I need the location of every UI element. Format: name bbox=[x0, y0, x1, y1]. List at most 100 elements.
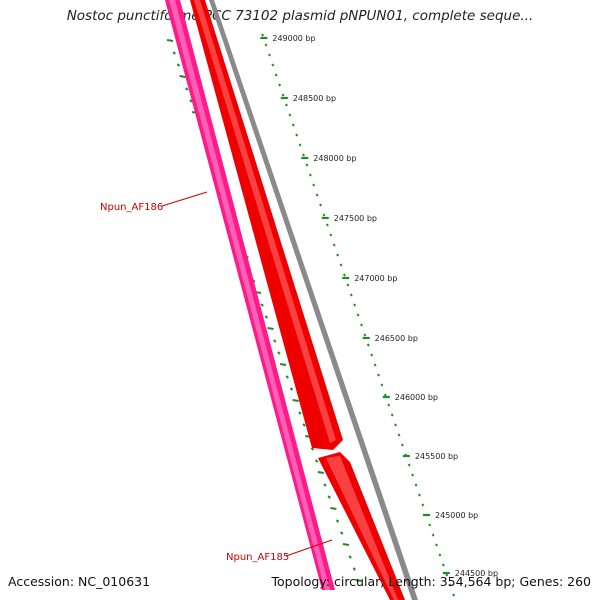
inner-tick bbox=[260, 303, 264, 307]
scale-tick bbox=[438, 553, 442, 557]
scale-tick bbox=[441, 563, 445, 567]
scale-tick bbox=[295, 133, 299, 137]
scale-tick bbox=[353, 303, 357, 307]
scale-label: 248500 bp bbox=[293, 94, 336, 103]
reverse-strand-highlight bbox=[169, 0, 330, 590]
scale-tick bbox=[312, 183, 316, 187]
scale-tick bbox=[302, 153, 305, 157]
scale-label: 245500 bp bbox=[415, 452, 458, 461]
scale-tick bbox=[315, 193, 319, 197]
scale-tick bbox=[435, 543, 438, 547]
scale-tick bbox=[421, 503, 425, 507]
scale-tick bbox=[322, 213, 326, 217]
inner-tick bbox=[273, 339, 277, 343]
inner-tick bbox=[298, 411, 302, 415]
scale-tick bbox=[356, 313, 360, 317]
scale-tick bbox=[305, 163, 309, 167]
inner-tick bbox=[172, 51, 176, 55]
scale-label: 247500 bp bbox=[334, 214, 377, 223]
inner-tick bbox=[310, 447, 315, 451]
scale-tick bbox=[281, 93, 285, 97]
inner-tick bbox=[279, 363, 287, 366]
scale-tick bbox=[387, 403, 391, 407]
inner-tick bbox=[342, 543, 350, 546]
accession-text: Accession: NC_010631 bbox=[8, 574, 151, 589]
inner-tick bbox=[277, 351, 281, 355]
scale-tick bbox=[319, 203, 323, 207]
scale-tick bbox=[288, 113, 292, 117]
inner-tick bbox=[166, 39, 174, 42]
scale-tick bbox=[390, 413, 394, 417]
gene-label-npun-af185[interactable]: Npun_AF185 bbox=[226, 552, 289, 563]
scale-tick bbox=[346, 283, 350, 287]
scale-tick bbox=[445, 573, 449, 577]
topology-text: Topology: circular; Length: 354,564 bp; … bbox=[271, 574, 592, 589]
scale-tick bbox=[274, 73, 278, 77]
backbone-line bbox=[209, 0, 418, 600]
scale-tick bbox=[417, 493, 421, 497]
inner-tick bbox=[323, 483, 327, 487]
scale-tick bbox=[400, 443, 404, 447]
scale-tick bbox=[363, 333, 367, 337]
scale-tick bbox=[377, 373, 380, 377]
scale-tick bbox=[448, 583, 452, 587]
scale-tick bbox=[291, 123, 295, 127]
inner-tick bbox=[189, 99, 193, 103]
scale-tick bbox=[428, 523, 432, 527]
scale-tick bbox=[383, 393, 387, 397]
inner-tick bbox=[289, 387, 294, 391]
scale-tick bbox=[366, 343, 370, 347]
gene-labels: Npun_AF186 Npun_AF185 bbox=[100, 191, 333, 563]
inner-tick bbox=[185, 87, 189, 91]
scale-label: 249000 bp bbox=[272, 34, 315, 43]
scale-tick bbox=[264, 43, 268, 47]
inner-tick bbox=[335, 519, 340, 523]
scale-label: 246000 bp bbox=[395, 393, 438, 402]
scale-label: 245000 bp bbox=[435, 511, 478, 520]
scale-label: 244500 bp bbox=[455, 569, 498, 578]
gene-npun-af186-highlight bbox=[194, 0, 336, 443]
scale-tick bbox=[411, 473, 415, 477]
scale-tick bbox=[397, 433, 401, 437]
scale-tick bbox=[278, 83, 282, 87]
inner-tick bbox=[285, 375, 290, 379]
scale-tick bbox=[332, 243, 336, 247]
inner-tick bbox=[348, 555, 352, 559]
inner-tick bbox=[264, 315, 269, 319]
scale-tick bbox=[414, 483, 418, 487]
inner-tick bbox=[340, 531, 344, 535]
inner-tick bbox=[317, 471, 324, 474]
inner-tick bbox=[314, 459, 319, 463]
inner-tick bbox=[355, 579, 362, 582]
scale-tick bbox=[452, 593, 456, 597]
scale-tick bbox=[373, 363, 377, 367]
scale-label: 246500 bp bbox=[375, 334, 418, 343]
scale-tick bbox=[339, 263, 343, 267]
gene-label-npun-af186[interactable]: Npun_AF186 bbox=[100, 202, 163, 213]
inner-tick-track bbox=[166, 39, 362, 582]
inner-tick bbox=[179, 75, 186, 78]
scale-tick bbox=[261, 33, 265, 37]
scale-tick bbox=[308, 173, 312, 177]
inner-tick bbox=[267, 327, 274, 330]
scale-tick bbox=[329, 233, 333, 237]
scale-tick bbox=[360, 323, 363, 327]
scale-tick bbox=[298, 143, 302, 147]
inner-tick bbox=[330, 507, 337, 510]
scale-tick bbox=[336, 253, 340, 257]
scale-tick bbox=[380, 383, 384, 387]
scale-tick bbox=[325, 223, 329, 227]
scale-tick bbox=[407, 463, 411, 467]
scale-label: 248000 bp bbox=[313, 154, 356, 163]
inner-tick bbox=[292, 399, 299, 402]
inner-tick bbox=[176, 63, 181, 67]
gene-npun-af185-highlight bbox=[326, 456, 398, 600]
scale-tick bbox=[267, 53, 271, 57]
scale-tick bbox=[394, 423, 398, 427]
inner-tick bbox=[352, 567, 357, 571]
scale-label: 247000 bp bbox=[354, 274, 397, 283]
scale-ruler: 249000 bp 248500 bp 248000 bp 247500 bp 2470… bbox=[260, 33, 498, 597]
scale-tick bbox=[342, 273, 346, 277]
scale-tick bbox=[285, 103, 288, 107]
